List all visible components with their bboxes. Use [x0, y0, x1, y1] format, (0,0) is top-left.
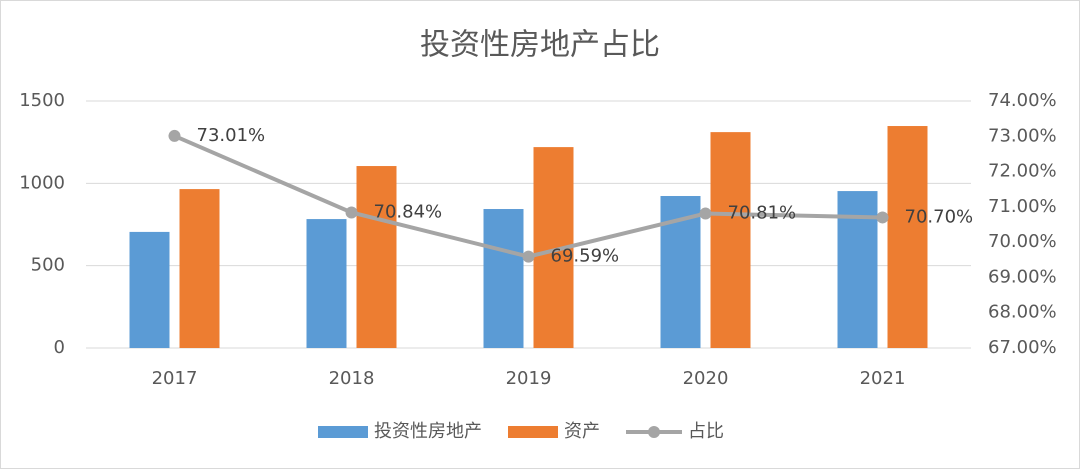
- bar: [356, 166, 397, 348]
- y-tick-label: 0: [54, 337, 65, 358]
- y-tick-label: 1500: [19, 90, 65, 111]
- data-label: 70.81%: [728, 203, 797, 224]
- bar: [483, 209, 524, 348]
- bar: [129, 231, 170, 348]
- y2-tick-label: 68.00%: [988, 302, 1057, 323]
- y2-tick-label: 74.00%: [988, 90, 1057, 111]
- x-tick-label: 2017: [152, 368, 198, 389]
- y2-tick-label: 69.00%: [988, 266, 1057, 287]
- line-marker: [345, 206, 358, 219]
- legend-swatch: [318, 426, 368, 438]
- line-marker: [876, 211, 889, 224]
- legend-swatch: [508, 426, 558, 438]
- y2-tick-label: 71.00%: [988, 196, 1057, 217]
- bar: [710, 132, 751, 348]
- data-label: 70.84%: [374, 202, 443, 223]
- line-marker: [168, 129, 181, 142]
- bar: [179, 189, 220, 348]
- x-tick-label: 2020: [683, 368, 729, 389]
- y2-tick-label: 67.00%: [988, 337, 1057, 358]
- y-tick-label: 500: [31, 255, 65, 276]
- x-tick-label: 2021: [860, 368, 906, 389]
- y2-tick-label: 70.00%: [988, 231, 1057, 252]
- data-label: 73.01%: [197, 125, 266, 146]
- y2-tick-label: 72.00%: [988, 161, 1057, 182]
- chart-title: 投资性房地产占比: [420, 28, 660, 63]
- bar: [306, 219, 347, 348]
- data-label: 69.59%: [551, 246, 620, 267]
- line-marker: [522, 250, 535, 263]
- legend-label: 占比: [688, 421, 724, 442]
- x-tick-label: 2019: [506, 368, 552, 389]
- legend-label: 资产: [564, 421, 600, 442]
- line-marker: [699, 207, 712, 220]
- legend-swatch: [648, 426, 660, 438]
- data-label: 70.70%: [905, 206, 974, 227]
- y2-tick-label: 73.00%: [988, 125, 1057, 146]
- x-tick-label: 2018: [329, 368, 375, 389]
- bar: [887, 126, 928, 349]
- y-tick-label: 1000: [19, 172, 65, 193]
- legend-label: 投资性房地产: [374, 421, 482, 442]
